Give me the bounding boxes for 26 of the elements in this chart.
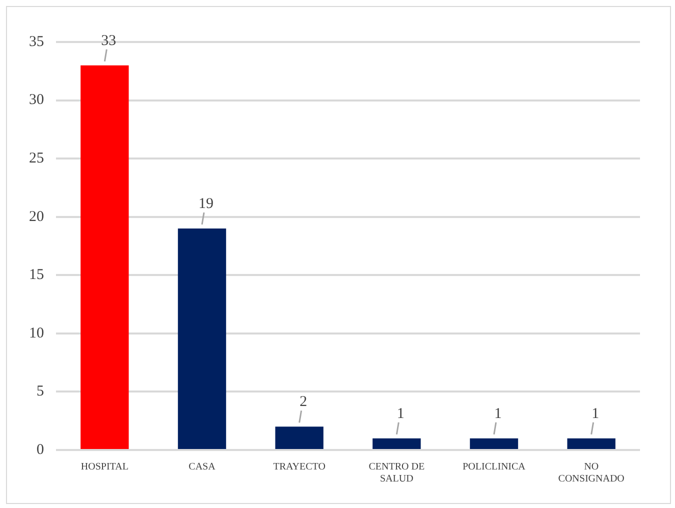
y-tick-label: 20 xyxy=(29,208,44,225)
data-label: 33 xyxy=(101,32,116,49)
y-tick-label: 0 xyxy=(36,442,44,458)
y-tick-label: 30 xyxy=(29,92,44,108)
x-tick-label: HOSPITAL xyxy=(80,462,128,473)
x-tick-label: TRAYECTO xyxy=(273,462,326,473)
data-label: 19 xyxy=(198,196,214,212)
y-tick-label: 35 xyxy=(29,34,44,50)
y-tick-label: 15 xyxy=(29,267,44,284)
data-label: 1 xyxy=(396,406,404,422)
data-label: 2 xyxy=(300,394,308,410)
y-tick-label: 5 xyxy=(36,384,44,400)
bar xyxy=(372,438,421,449)
bar xyxy=(470,438,518,449)
data-label: 1 xyxy=(494,406,502,422)
x-tick-label: POLICLINICA xyxy=(462,462,526,473)
y-tick-label: 25 xyxy=(29,150,44,167)
bar xyxy=(80,65,129,449)
x-tick-label: CASA xyxy=(188,462,216,473)
bar xyxy=(567,438,616,449)
x-tick-label: NO CONSIGNADO xyxy=(558,462,624,485)
y-tick-label: 10 xyxy=(29,325,44,342)
data-label: 1 xyxy=(592,406,600,422)
x-tick-label: CENTRO DE SALUD xyxy=(368,462,425,485)
bar xyxy=(178,228,226,449)
bar xyxy=(275,426,324,449)
